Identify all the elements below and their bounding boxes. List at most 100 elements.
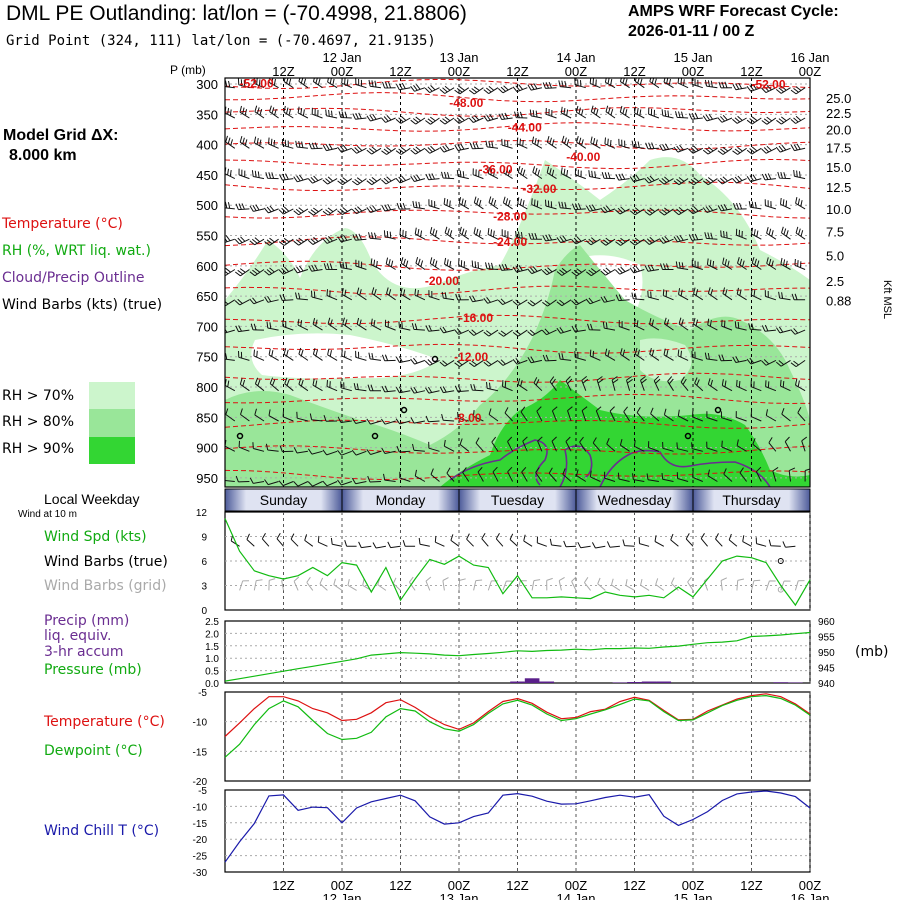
wind-barb	[644, 207, 660, 216]
surface-barb-grid	[347, 579, 357, 591]
wind-barb	[483, 296, 499, 304]
wind-barb	[250, 323, 265, 331]
weekday-label: Wednesday	[598, 492, 672, 508]
surface-barb-true	[638, 537, 650, 547]
wind-barb	[629, 174, 645, 183]
height-tick-label: 2.5	[826, 274, 844, 289]
wind-barb	[761, 85, 777, 94]
surface-barb-true	[654, 535, 665, 547]
wind-barb	[659, 143, 674, 151]
wind-barb	[225, 480, 235, 482]
wind-barb	[521, 466, 528, 482]
pressure-tick-label: 400	[196, 138, 218, 153]
surface-barb-true	[450, 534, 460, 547]
wind-barb	[252, 442, 265, 452]
wind-barb	[351, 449, 367, 456]
wind-barb	[764, 199, 777, 210]
wind-barb	[735, 411, 747, 422]
time-tick-label-bottom: 12Z	[272, 878, 294, 893]
wind-barb	[483, 359, 499, 367]
surface-barb-grid	[239, 580, 250, 591]
wind-barb	[677, 78, 689, 89]
date-label-bottom: 14 Jan	[556, 891, 595, 900]
wind-barb	[755, 466, 762, 482]
weekday-cell	[692, 488, 811, 512]
rh-90-region	[440, 380, 810, 487]
date-label-bottom: 13 Jan	[439, 891, 478, 900]
wind-barb	[620, 348, 630, 361]
wind-barb	[424, 359, 440, 366]
precip-tick-label: 1.5	[205, 642, 219, 653]
surface-barb-true	[358, 541, 372, 549]
wind-barb	[278, 237, 294, 246]
wind-barb	[338, 111, 352, 119]
wind-barb	[282, 410, 294, 422]
surface-barb-grid	[655, 578, 665, 591]
wind-barb	[295, 292, 308, 301]
wind-barb	[439, 85, 455, 94]
wind-barb	[468, 115, 484, 123]
wind-barb	[739, 467, 747, 482]
wind-barb	[279, 445, 294, 453]
wind-barb	[527, 266, 543, 275]
isotherms	[225, 78, 810, 481]
wind-barb	[282, 320, 294, 331]
wind-barb	[733, 202, 747, 210]
wind-barb	[619, 105, 630, 119]
calm-marker	[714, 406, 722, 414]
time-tick-label: 12Z	[623, 64, 645, 79]
date-label: 13 Jan	[439, 50, 478, 65]
wind-barb	[283, 105, 294, 119]
wind-barb	[457, 411, 469, 422]
wind-barb	[253, 349, 265, 361]
wind-barbs-upper-air	[225, 78, 810, 487]
wind-barb	[629, 265, 645, 274]
wind-barb	[279, 294, 294, 301]
wind-barb	[702, 113, 718, 122]
wind-barb	[235, 203, 250, 211]
wind-barb	[600, 267, 616, 276]
legend-rh70-label: RH > 70%	[2, 388, 75, 404]
wind-barb	[385, 257, 396, 270]
surface-barb-true	[782, 541, 796, 548]
pressure-label: Pressure (mb)	[44, 662, 142, 678]
wind-barb	[722, 257, 733, 270]
wind-barb	[662, 441, 674, 452]
surface-barb-grid	[281, 577, 288, 591]
wind-barb	[702, 177, 718, 186]
wind-barb	[322, 480, 338, 487]
wind-barb	[772, 466, 779, 482]
wind-barb	[527, 83, 543, 91]
wind-barb	[765, 380, 777, 392]
wind-barb	[605, 105, 616, 119]
wind-barb	[337, 207, 353, 216]
surface-barb-true	[742, 535, 752, 547]
wind-barb	[352, 177, 367, 186]
wind-barb	[558, 80, 572, 89]
wind-barb	[644, 264, 659, 272]
surface-barb-grid	[583, 577, 591, 591]
wind-barb	[531, 136, 543, 149]
pressure-tick-label: 700	[196, 319, 218, 334]
wind-barb	[587, 323, 601, 331]
wind-barb	[477, 466, 484, 482]
wind-barb	[237, 78, 250, 89]
wind-barb	[368, 79, 382, 89]
pressure-unit-label: (mb)	[855, 644, 889, 660]
wind-barb	[253, 136, 265, 149]
temperature-tick-label: -20	[193, 777, 208, 788]
wind-barb	[487, 167, 499, 180]
wind-barb	[673, 177, 689, 186]
wind-barb	[425, 386, 440, 394]
wind-barb	[410, 386, 426, 394]
wind-barb	[458, 196, 470, 210]
model-grid-value: 8.000 km	[9, 147, 77, 164]
precip-bar	[524, 678, 540, 683]
wind-barb	[327, 348, 338, 361]
pressure-tick-label: 850	[196, 410, 218, 425]
surface-barb-grid	[473, 579, 483, 591]
wind-barb	[765, 409, 777, 422]
wind-barb	[677, 409, 689, 422]
wind-chill-tick-label: -15	[193, 819, 208, 830]
wind-barb	[585, 297, 601, 305]
